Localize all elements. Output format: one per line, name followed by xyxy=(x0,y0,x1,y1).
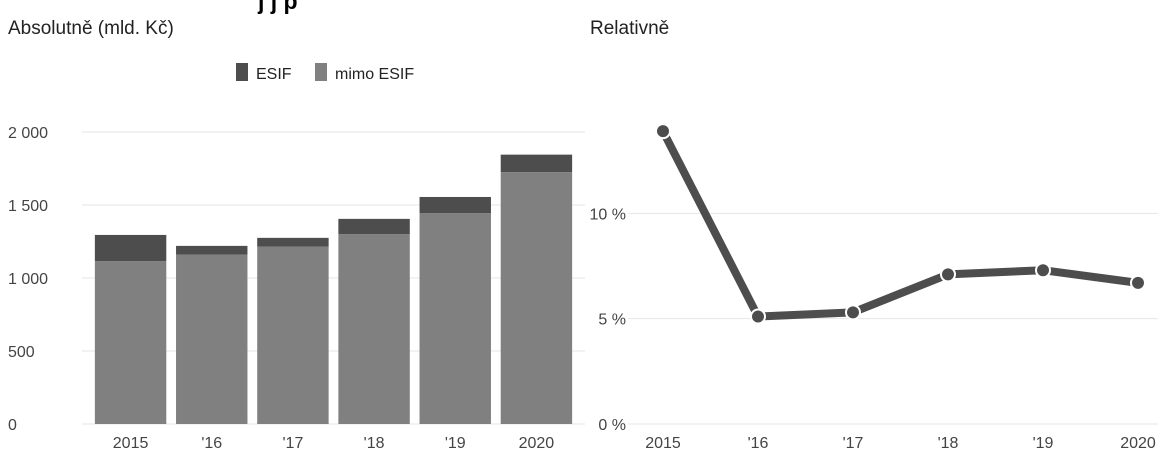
line-x-tick-label: '16 xyxy=(748,435,769,450)
bar-x-tick-label: 2020 xyxy=(519,435,555,450)
bar-mimo-esif-18 xyxy=(338,234,410,424)
relative-point-2020 xyxy=(1130,274,1146,291)
bar-y-tick-label: 500 xyxy=(8,344,35,361)
line-x-tick-label: 2020 xyxy=(1120,435,1156,450)
bar-esif-2015 xyxy=(94,234,167,262)
bar-y-tick-label: 1 000 xyxy=(8,271,48,288)
legend-swatch-mimo-esif xyxy=(315,63,327,81)
line-y-tick-label: 5 % xyxy=(598,312,626,329)
relative-point-16 xyxy=(750,308,766,325)
absolute-chart-panel: Absolutně (mld. Kč) ESIF mimo ESIF 0 500 1… xyxy=(8,18,585,450)
line-x-tick-label: '17 xyxy=(843,435,864,450)
relative-series-line xyxy=(659,127,1142,321)
bar-y-tick-label: 1 500 xyxy=(8,198,48,215)
bar-x-tick-label: 2015 xyxy=(113,435,149,450)
bar-esif-18 xyxy=(338,218,410,235)
bar-esif-19 xyxy=(419,196,491,214)
bar-mimo-esif-2020 xyxy=(500,172,573,424)
bar-chart-x-axis: 2015 '16 '17 '18 '19 2020 xyxy=(113,435,555,450)
bar-esif-16 xyxy=(176,245,248,255)
relative-point-18 xyxy=(940,266,956,283)
bar-esif-17 xyxy=(257,237,329,247)
bar-x-tick-label: '16 xyxy=(201,435,222,450)
relative-point-17 xyxy=(845,304,861,321)
bar-x-tick-label: '19 xyxy=(445,435,466,450)
bar-mimo-esif-16 xyxy=(176,254,248,424)
absolute-chart-title: Absolutně (mld. Kč) xyxy=(8,18,174,39)
line-y-tick-label: 0 % xyxy=(598,417,626,434)
line-chart-y-axis: 0 % 5 % 10 % xyxy=(590,206,626,434)
bar-chart-y-axis: 0 500 1 000 1 500 2 000 xyxy=(8,125,48,434)
line-x-tick-label: '19 xyxy=(1033,435,1054,450)
bar-y-tick-label: 2 000 xyxy=(8,125,48,142)
bar-mimo-esif-17 xyxy=(257,246,329,424)
line-y-tick-label: 10 % xyxy=(590,206,626,223)
line-x-tick-label: '18 xyxy=(938,435,959,450)
relative-chart-panel: Relativně 0 % 5 % 10 % 2015 '16 '17 '18 '19 202… xyxy=(590,18,1158,450)
bar-chart-bars xyxy=(94,154,573,424)
bar-legend: ESIF mimo ESIF xyxy=(236,63,414,83)
line-chart-x-axis: 2015 '16 '17 '18 '19 2020 xyxy=(645,435,1156,450)
relative-point-19 xyxy=(1035,262,1051,279)
legend-label-esif: ESIF xyxy=(256,66,292,83)
legend-swatch-esif xyxy=(236,63,248,81)
bar-esif-2020 xyxy=(500,154,573,173)
bar-x-tick-label: '18 xyxy=(364,435,385,450)
bar-mimo-esif-2015 xyxy=(94,261,167,424)
relative-point-2015 xyxy=(655,123,671,140)
bar-mimo-esif-19 xyxy=(419,213,491,424)
bar-x-tick-label: '17 xyxy=(282,435,303,450)
figure-title-fragment: j j p xyxy=(257,0,298,14)
legend-label-mimo-esif: mimo ESIF xyxy=(335,66,414,83)
line-chart-series xyxy=(655,123,1146,325)
line-chart-gridlines xyxy=(628,212,1158,425)
relative-chart-title: Relativně xyxy=(590,18,669,39)
bar-y-tick-label: 0 xyxy=(8,417,17,434)
line-x-tick-label: 2015 xyxy=(645,435,681,450)
